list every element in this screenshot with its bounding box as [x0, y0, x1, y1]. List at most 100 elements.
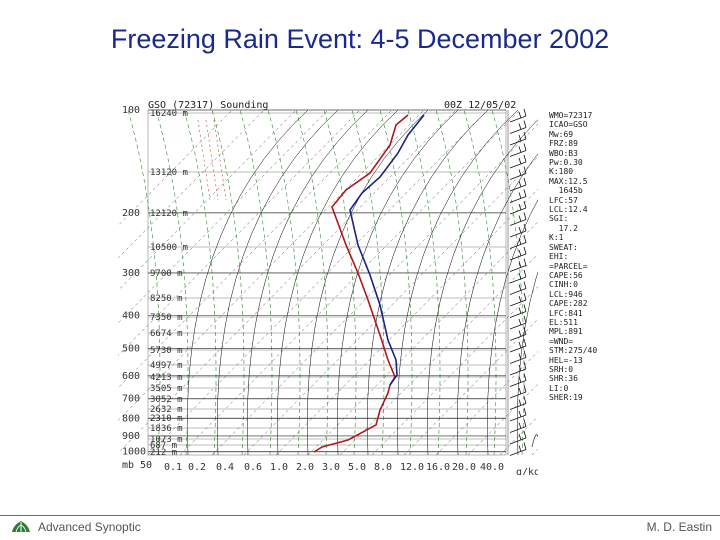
pressure-tick-label: 1000: [122, 447, 146, 458]
hodograph-sketch: [531, 434, 538, 448]
wind-barb-flag: [518, 399, 522, 406]
wind-barb: [509, 173, 527, 180]
wind-barb-flag: [518, 134, 522, 142]
wind-barb-flag: [523, 384, 527, 393]
dewpoint-profile-line: [349, 114, 425, 386]
wind-barb-flag: [518, 192, 522, 199]
stats-line: K:1: [549, 233, 564, 243]
slide-title: Freezing Rain Event: 4-5 December 2002: [110, 24, 610, 54]
sounding-station-label: GSO (72317) Sounding: [148, 100, 268, 111]
wind-barb-flag: [518, 146, 522, 153]
stats-line: HEL=-13: [549, 355, 583, 365]
dry-adiabat-line: [517, 270, 538, 456]
moist-adiabat-line: [183, 109, 217, 456]
stats-line: LFC:841: [549, 308, 583, 318]
height-label: 2310 m: [150, 414, 183, 424]
wind-barb: [509, 207, 527, 215]
wind-barb-flag: [518, 330, 522, 337]
mixing-ratio-label: 0.6: [244, 462, 262, 473]
pressure-tick-label: 600: [122, 371, 140, 382]
height-label: 7350 m: [150, 313, 183, 323]
wind-barb: [509, 368, 527, 376]
wind-barb-flag: [523, 419, 527, 427]
wind-barb: [509, 184, 527, 192]
isotherm-line: [118, 109, 329, 324]
wind-barb: [509, 219, 527, 226]
wind-barb: [509, 127, 527, 134]
stats-line: 17.2: [549, 223, 578, 233]
wind-barb: [509, 115, 527, 123]
wind-barb-flag: [518, 157, 522, 165]
wind-barb: [509, 253, 527, 261]
stats-line: SHER:19: [549, 393, 583, 403]
isotherm-line: [339, 253, 538, 456]
isotherm-line: [118, 109, 233, 227]
wind-barb-flag: [523, 430, 527, 439]
isotherm-line: [118, 109, 393, 389]
wind-barb-flag: [523, 350, 527, 358]
stats-line: =PARCEL=: [549, 261, 588, 271]
moist-adiabat-line: [435, 109, 469, 456]
wind-barb-flag: [523, 200, 527, 209]
wind-barb-flag: [523, 177, 527, 186]
wind-barb: [509, 161, 527, 169]
isotherm-line: [243, 156, 538, 456]
mixing-ratio-labels: 0.1 0.2 0.4 0.6 1.0 2.0 3.0 5.0 8.0 12.0 16.0 20.0 4…: [164, 462, 504, 473]
wind-barb-flag: [523, 131, 527, 140]
pressure-tick-labels: 100 200 300 400 500 600 700 800 900 1000: [122, 105, 146, 458]
height-label: 16240 m: [150, 109, 188, 119]
wind-barb-flag: [518, 376, 522, 383]
sounding-stats-panel: WMO=72317 ICAO=GSO Mw:69 FRZ:89 WBO:B3 Pw:0.3…: [549, 111, 609, 403]
wind-barb-flag: [518, 226, 522, 234]
stats-line: WBO:B3: [549, 148, 578, 158]
mixing-ratio-label: 0.2: [188, 462, 206, 473]
mixing-ratio-label: 12.0: [400, 462, 424, 473]
stats-line: LI:0: [549, 383, 569, 393]
mixing-ratio-label: 5.0: [348, 462, 366, 473]
wind-barb-flag: [523, 269, 527, 278]
green-leaf-logo-icon: [12, 521, 30, 533]
height-label: 9700 m: [150, 269, 183, 279]
stats-line: LCL:946: [549, 289, 583, 299]
wind-barb-flag: [518, 341, 522, 349]
pressure-tick-label: 800: [122, 413, 140, 424]
temperature-profile-line: [313, 114, 409, 453]
height-label: 3505 m: [150, 384, 183, 394]
dry-adiabat-line: [217, 109, 339, 456]
stats-line: Mw:69: [549, 129, 574, 139]
height-label: 1836 m: [150, 424, 183, 434]
wind-barb: [509, 230, 527, 238]
wind-barb-flag: [518, 111, 522, 119]
isotherm-line: [118, 109, 297, 291]
isotherm-line: [118, 109, 425, 421]
wind-barb-flag: [518, 284, 522, 291]
wind-barb: [509, 414, 527, 422]
wind-barb-flag: [518, 410, 522, 418]
wind-barb-flag: [518, 445, 522, 452]
height-label: 6674 m: [150, 329, 183, 339]
isotherm-line: [371, 286, 538, 456]
wind-barb-flag: [518, 169, 522, 176]
wind-barb-flag: [523, 223, 527, 232]
wind-barb: [509, 449, 527, 456]
wind-barb: [509, 276, 527, 284]
wind-barb-flag: [523, 338, 527, 347]
pressure-tick-label: 500: [122, 344, 140, 355]
wind-barb: [509, 437, 527, 445]
stats-line: LCL:12.4: [549, 205, 588, 215]
wind-barb-flag: [518, 261, 522, 268]
isotherm-line: [179, 109, 521, 456]
isotherm-line: [211, 123, 538, 456]
wind-barb-flag: [518, 295, 522, 303]
pressure-tick-label: 400: [122, 311, 140, 322]
mixing-ratio-label: 16.0: [426, 462, 450, 473]
mixing-ratio-label: 8.0: [374, 462, 392, 473]
wind-barb: [509, 345, 527, 353]
wind-barb-flag: [523, 246, 527, 255]
wind-barb-flag: [518, 203, 522, 211]
wind-barb-flag: [523, 361, 527, 370]
pressure-tick-label: 300: [122, 268, 140, 279]
mixing-ratio-line: [213, 119, 227, 201]
isotherm-line: [467, 383, 538, 456]
